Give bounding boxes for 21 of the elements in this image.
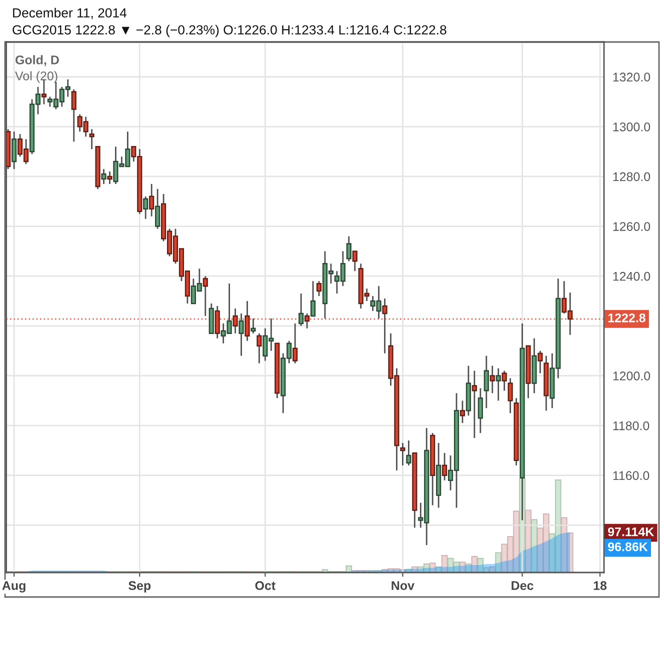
chart-subtitle: GCG2015 1222.8 ▼ −2.8 (−0.23%) O:1226.0 H:1233.4 L:1216.4 C:1222.8 xyxy=(12,24,446,38)
x-tick-label: Sep xyxy=(128,581,151,592)
y-tick-label: 1160.0 xyxy=(613,471,650,480)
x-tick-label: Aug xyxy=(2,581,26,592)
y-tick-label: 1260.0 xyxy=(613,222,650,231)
x-tick-label: Nov xyxy=(392,581,414,590)
y-tick-label: 1240.0 xyxy=(613,272,650,281)
y-tick-label: 1300.0 xyxy=(613,122,650,132)
y-tick-label: 1180.0 xyxy=(613,421,650,430)
text: 96.86K xyxy=(608,542,648,552)
x-tick-label: Dec xyxy=(512,581,534,590)
y-tick-label: 1320.0 xyxy=(613,72,650,82)
annotation: Gold, D xyxy=(16,55,59,66)
text: 97.114K xyxy=(608,527,654,536)
x-tick-label: 18 xyxy=(594,581,607,590)
y-tick-label: 1280.0 xyxy=(613,172,650,182)
annotation: Vol (20) xyxy=(15,71,58,83)
ref-line-label: 1222.8 xyxy=(608,313,646,322)
y-tick-label: 1200.0 xyxy=(613,372,650,380)
chart-title: December 11, 2014 xyxy=(13,8,127,20)
x-tick-label: Oct xyxy=(255,581,276,590)
